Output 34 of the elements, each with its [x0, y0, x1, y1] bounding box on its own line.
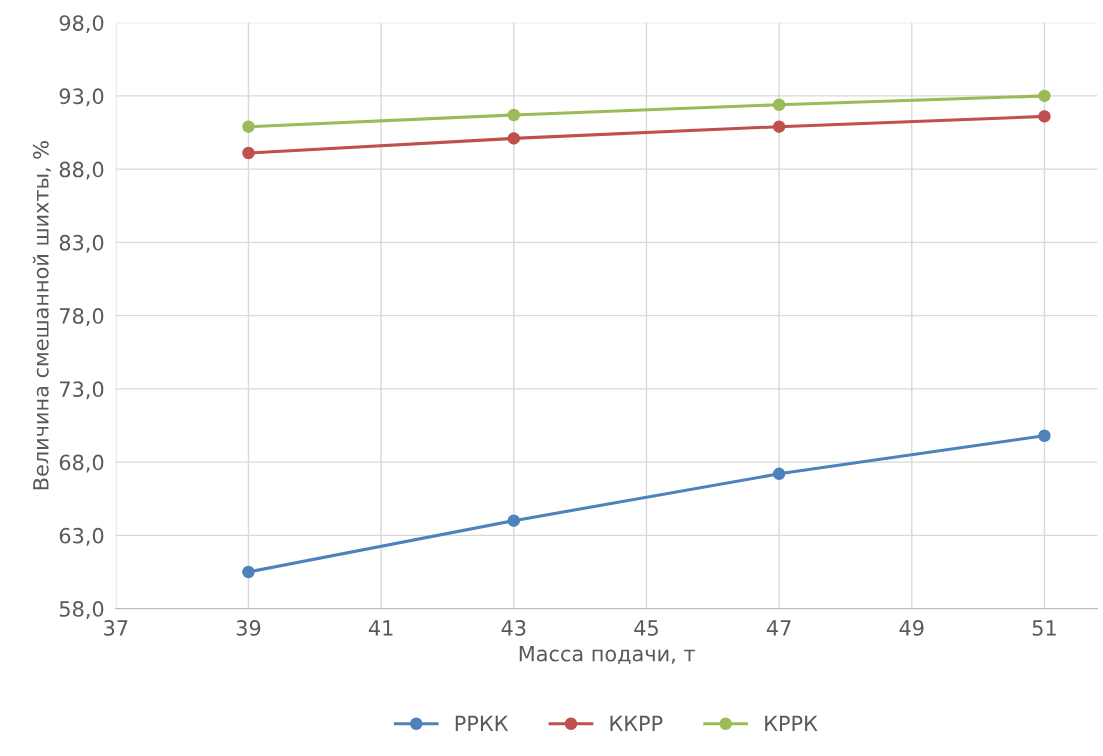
point	[507, 132, 521, 145]
y-tick-label: 63,0	[59, 527, 104, 546]
x-tick-label: 39	[236, 620, 261, 636]
legend-label: ККРР	[610, 715, 663, 732]
point	[772, 467, 786, 481]
x-tick-label: 45	[634, 620, 658, 636]
legend-label: РРКК	[455, 715, 509, 732]
y-tick-label: 88,0	[59, 161, 104, 180]
point	[1038, 110, 1051, 123]
y-tick-label: 83,0	[59, 234, 104, 253]
legend-label: КРРК	[765, 715, 818, 732]
y-tick-label: 93,0	[59, 88, 104, 107]
point	[242, 146, 255, 160]
point	[1038, 89, 1051, 103]
x-tick-label: 49	[899, 620, 924, 636]
y-tick-label: 58,0	[59, 601, 104, 619]
point	[242, 120, 255, 133]
x-tick-label: 47	[766, 620, 791, 636]
point	[772, 98, 786, 111]
point	[507, 514, 521, 527]
x-tick-label: 37	[104, 620, 128, 636]
point	[1038, 429, 1051, 442]
point	[242, 565, 255, 579]
x-tick-label: 43	[501, 620, 526, 636]
point	[772, 120, 786, 133]
x-tick-label: 51	[1032, 620, 1056, 636]
point	[507, 108, 521, 122]
y-tick-label: 78,0	[60, 308, 104, 326]
y-tick-label: 68,0	[59, 454, 104, 473]
x-axis-title: Масса подачи, т	[519, 646, 695, 665]
x-tick-label: 41	[368, 620, 393, 636]
y-tick-label: 98,0	[59, 15, 104, 34]
y-axis-title: Величина смешанной шихты, %	[32, 141, 51, 490]
y-tick-label: 73,0	[60, 381, 104, 400]
